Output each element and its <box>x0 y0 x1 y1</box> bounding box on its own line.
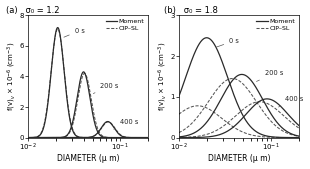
Legend: Moment, CIP–SL: Moment, CIP–SL <box>105 18 145 32</box>
X-axis label: DIAMETER (μ m): DIAMETER (μ m) <box>208 154 270 163</box>
Text: 400 s: 400 s <box>279 96 303 107</box>
Text: 400 s: 400 s <box>114 119 139 129</box>
Text: (a)   σ₀ = 1.2: (a) σ₀ = 1.2 <box>6 6 60 15</box>
Text: 0 s: 0 s <box>64 28 84 37</box>
Y-axis label: f(v)$_v$ × 10$^{-6}$ (cm$^{-3}$): f(v)$_v$ × 10$^{-6}$ (cm$^{-3}$) <box>157 42 169 111</box>
Text: 200 s: 200 s <box>93 83 118 94</box>
Text: 0 s: 0 s <box>217 38 239 47</box>
X-axis label: DIAMETER (μ m): DIAMETER (μ m) <box>57 154 119 163</box>
Legend: Moment, CIP–SL: Moment, CIP–SL <box>256 18 296 32</box>
Text: (b)   σ₀ = 1.8: (b) σ₀ = 1.8 <box>164 6 218 15</box>
Y-axis label: f(v)$_v$ × 10$^{-6}$ (cm$^{-3}$): f(v)$_v$ × 10$^{-6}$ (cm$^{-3}$) <box>6 42 18 111</box>
Text: 200 s: 200 s <box>256 70 283 81</box>
